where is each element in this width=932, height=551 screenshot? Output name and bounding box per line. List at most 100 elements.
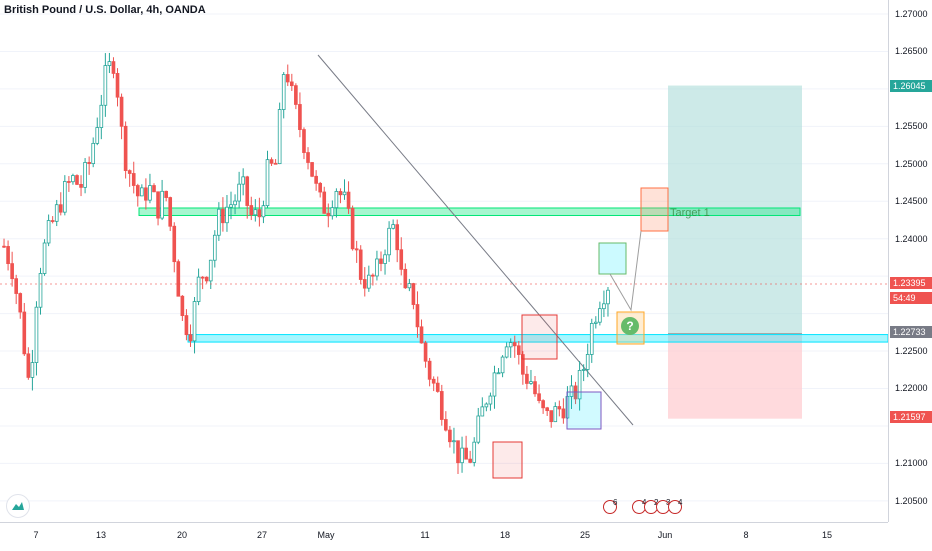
- profit-zone: [668, 85, 802, 334]
- candle-body: [598, 308, 602, 323]
- support-zone: [187, 334, 888, 343]
- candle-body: [484, 403, 489, 408]
- question-icon[interactable]: ?: [621, 317, 639, 335]
- candle-body: [379, 258, 383, 264]
- candle-body: [383, 254, 387, 264]
- candle-body: [99, 104, 104, 128]
- candle-body: [176, 261, 181, 297]
- candle-body: [350, 208, 355, 250]
- candle-body: [492, 372, 497, 397]
- candle-body: [6, 246, 10, 265]
- target-box: [640, 187, 669, 232]
- time-tick: 8: [743, 530, 749, 540]
- candle-body: [569, 385, 574, 397]
- price-tick: 1.21000: [895, 458, 928, 468]
- candle-body: [188, 334, 193, 342]
- price-axis[interactable]: 1.27000 1.26500 1.25500 1.25000 1.24500 …: [888, 0, 932, 522]
- candle-body: [448, 429, 452, 443]
- candle-body: [79, 184, 83, 188]
- candle-body: [289, 81, 294, 87]
- chart-area[interactable]: British Pound / U.S. Dollar, 4h, OANDA T…: [0, 0, 888, 522]
- candle-body: [391, 224, 395, 229]
- candle-body: [294, 85, 298, 105]
- candle-body: [281, 74, 286, 110]
- low-marker-box: [492, 441, 523, 479]
- candle-body: [269, 159, 274, 164]
- candle-body: [525, 373, 529, 384]
- candle-body: [589, 322, 594, 355]
- resistance-zone: [138, 207, 801, 216]
- candle-body: [127, 170, 132, 174]
- candle-body: [541, 400, 545, 409]
- candle-body: [135, 185, 140, 197]
- candle-body: [225, 206, 229, 224]
- time-tick: 11: [420, 530, 430, 540]
- time-tick: 18: [499, 530, 511, 540]
- candle-body: [533, 381, 537, 395]
- candle-body: [180, 295, 185, 316]
- candle-body: [476, 415, 481, 443]
- candle-body: [508, 342, 513, 348]
- candle-body: [326, 212, 331, 217]
- candle-body: [338, 191, 343, 196]
- candle-body: [75, 175, 79, 185]
- candle-body: [371, 274, 375, 277]
- candle-body: [407, 283, 412, 289]
- candle-body: [302, 129, 306, 153]
- price-tick: 1.22000: [895, 383, 928, 393]
- candle-body: [87, 162, 91, 165]
- target-price-label: 1.26045: [890, 80, 932, 92]
- target-label: Target 1: [670, 207, 710, 219]
- time-tick: 7: [33, 530, 39, 540]
- candle-body: [131, 173, 136, 186]
- candle-body: [354, 248, 359, 251]
- candle-body: [318, 182, 323, 193]
- price-tick: 1.25000: [895, 159, 928, 169]
- candle-body: [95, 127, 100, 144]
- candle-body: [411, 283, 416, 305]
- candle-body: [435, 382, 440, 392]
- candle-body: [241, 176, 245, 185]
- candle-body: [233, 200, 237, 206]
- candle-body: [265, 159, 270, 207]
- candle-body: [144, 187, 148, 201]
- candle-body: [529, 381, 533, 384]
- swing-low-box: [566, 391, 602, 430]
- candle-body: [63, 181, 67, 213]
- candle-body: [249, 205, 254, 216]
- candle-body: [480, 406, 485, 417]
- candle-body: [54, 204, 59, 222]
- candle-body: [464, 447, 468, 460]
- candle-body: [261, 205, 266, 218]
- candle-body: [200, 276, 205, 279]
- trendline: [317, 54, 634, 426]
- candle-body: [415, 304, 420, 328]
- candle-body: [2, 245, 6, 248]
- candle-body: [310, 162, 314, 177]
- candle-body: [585, 354, 590, 370]
- candle-body: [22, 311, 27, 355]
- candle-body: [273, 162, 278, 165]
- projection-box: [598, 242, 627, 275]
- price-chart[interactable]: [0, 0, 888, 522]
- candle-body: [496, 372, 501, 375]
- tradingview-logo-icon[interactable]: [6, 494, 30, 518]
- time-tick: 25: [579, 530, 591, 540]
- candle-body: [553, 406, 558, 423]
- time-axis[interactable]: 7 13 20 27 May 11 18 25 Jun 8 15: [0, 522, 888, 551]
- chart-title: British Pound / U.S. Dollar, 4h, OANDA: [4, 4, 206, 16]
- candle-body: [14, 278, 19, 294]
- candle-body: [367, 274, 371, 289]
- event-flag-icon[interactable]: [668, 500, 682, 514]
- candle-body: [30, 362, 35, 378]
- event-flag-icon[interactable]: [603, 500, 617, 514]
- price-tick: 1.22500: [895, 346, 928, 356]
- candle-body: [91, 142, 96, 165]
- candle-body: [42, 242, 47, 274]
- candle-body: [160, 190, 164, 219]
- price-tick: 1.25500: [895, 121, 928, 131]
- candle-body: [58, 204, 63, 213]
- candle-body: [285, 74, 290, 83]
- price-tick: 1.27000: [895, 9, 928, 19]
- candle-body: [50, 220, 55, 222]
